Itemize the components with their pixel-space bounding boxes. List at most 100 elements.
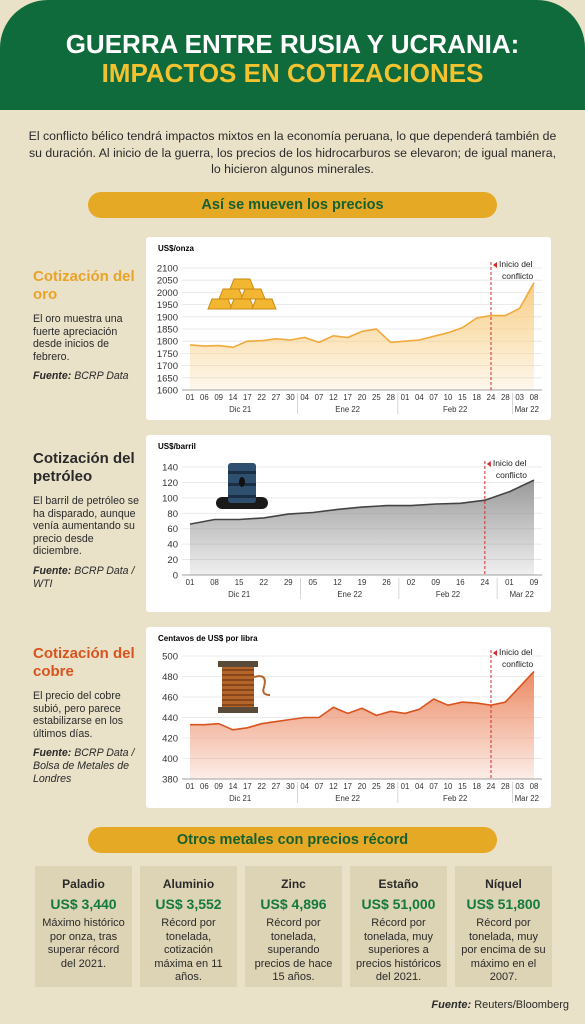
x-tick-label: 03 — [515, 782, 524, 791]
icon — [253, 675, 271, 696]
metal-description: Máximo histórico por onza, tras superar … — [42, 917, 125, 970]
y-tick-label: 60 — [167, 524, 178, 535]
metal-description: Récord por tonelada, muy por encima de s… — [461, 917, 546, 983]
y-tick-label: 1800 — [157, 337, 178, 348]
x-tick-label: 30 — [286, 782, 295, 791]
x-tick-label: 04 — [300, 393, 309, 402]
x-tick-label: 25 — [372, 393, 381, 402]
icon — [229, 278, 255, 290]
x-tick-label: 17 — [343, 393, 352, 402]
icon — [251, 298, 277, 310]
chart-card: US$/onza 1600 1650 1700 1750 1800 1850 1900 1950… — [146, 237, 551, 420]
x-tick-label: 24 — [481, 578, 490, 587]
metal-card: Níquel US$ 51,800 Récord por tonelada, muy… — [455, 866, 552, 987]
metal-card: Paladio US$ 3,440 Máximo histórico por onz… — [35, 866, 132, 987]
x-tick-label: 08 — [530, 393, 539, 402]
x-tick-label: 01 — [401, 782, 410, 791]
annotation: Inicio del — [499, 647, 533, 657]
source-label: Fuente: — [33, 370, 72, 383]
chart-source: Fuente: BCRP Data / Bolsa de Metales de … — [33, 747, 141, 785]
icon — [239, 477, 245, 487]
y-tick-label: 120 — [162, 478, 178, 489]
x-tick-label: 01 — [505, 578, 514, 587]
chart-card: Centavos de US$ por libra 380 400 420 440 460… — [146, 627, 551, 808]
y-tick-label: 1950 — [157, 300, 178, 311]
source: BCRP Data / WTI — [33, 564, 135, 590]
x-tick-label: 09 — [214, 393, 223, 402]
icon — [207, 298, 233, 310]
x-tick-label: 19 — [358, 578, 367, 587]
y-tick-label: 20 — [167, 555, 178, 566]
icon-group — [218, 661, 271, 713]
x-tick-label: 30 — [286, 393, 295, 402]
metal-description: Récord por tonelada, cotización máxima e… — [154, 917, 223, 983]
footer-source: Reuters/Bloomberg — [474, 999, 569, 1011]
y-tick-label: 480 — [162, 672, 178, 683]
x-tick-label: 17 — [243, 393, 252, 402]
metal-name: Aluminio — [162, 877, 215, 891]
metal-price: US$ 51,800 — [466, 896, 541, 912]
x-tick-label: 18 — [472, 782, 481, 791]
metals-title: Otros metales con precios récord — [88, 827, 497, 853]
y-tick-label: 420 — [162, 734, 178, 745]
chart-side: Cotización del cobre El precio del cobre … — [33, 645, 141, 785]
annotation: conflicto — [502, 659, 533, 669]
x-tick-label: 07 — [315, 782, 324, 791]
y-tick-label: 2000 — [157, 288, 178, 299]
y-tick-label: 80 — [167, 509, 178, 520]
footer: Fuente: Reuters/Bloomberg — [431, 999, 569, 1011]
x-tick-label: 20 — [358, 782, 367, 791]
x-tick-label: 20 — [358, 393, 367, 402]
x-tick-label: 01 — [186, 782, 195, 791]
x-tick-label: 06 — [200, 782, 209, 791]
y-tick-label: 2100 — [157, 264, 178, 275]
y-tick-label: 1900 — [157, 312, 178, 323]
x-tick-label: 01 — [401, 393, 410, 402]
x-tick-label: 28 — [501, 782, 510, 791]
area — [190, 671, 534, 779]
y-tick-label: 440 — [162, 713, 178, 724]
icon — [229, 298, 255, 310]
metal-description: Récord por tonelada, muy superiores a pr… — [356, 917, 441, 983]
x-tick-label: 09 — [431, 578, 440, 587]
month-label: Feb 22 — [443, 405, 467, 414]
y-tick-label: 1700 — [157, 361, 178, 372]
area — [190, 282, 534, 390]
month-label: Dic 21 — [229, 794, 251, 803]
x-tick-label: 15 — [458, 782, 467, 791]
header: GUERRA ENTRE RUSIA Y UCRANIA: IMPACTOS E… — [0, 0, 585, 110]
y-tick-label: 0 — [173, 571, 178, 582]
icon — [218, 288, 244, 300]
x-tick-label: 26 — [382, 578, 391, 587]
metal-name: Níquel — [485, 877, 522, 891]
source-label: Fuente: — [33, 747, 72, 760]
line — [189, 282, 535, 349]
month-label: Dic 21 — [228, 590, 250, 599]
annotation-arrow — [493, 650, 497, 656]
y-axis-label: US$/barril — [158, 442, 196, 451]
x-tick-label: 18 — [472, 393, 481, 402]
x-tick-label: 28 — [501, 393, 510, 402]
x-tick-label: 27 — [272, 393, 281, 402]
month-label: Ene 22 — [335, 794, 360, 803]
icon — [218, 707, 258, 713]
y-axis-label: Centavos de US$ por libra — [158, 634, 258, 643]
x-tick-label: 17 — [243, 782, 252, 791]
chart-source: Fuente: BCRP Data / WTI — [33, 565, 141, 590]
y-tick-label: 2050 — [157, 276, 178, 287]
x-tick-label: 01 — [186, 393, 195, 402]
chart-title: Cotización del cobre — [33, 645, 135, 680]
metal-card: Aluminio US$ 3,552 Récord por tonelada, co… — [140, 866, 237, 987]
title: GUERRA ENTRE RUSIA Y UCRANIA: — [65, 29, 520, 59]
source: BCRP Data / Bolsa de Metales de Londres — [33, 747, 135, 785]
x-tick-label: 06 — [200, 393, 209, 402]
x-tick-label: 09 — [530, 578, 539, 587]
chart: Centavos de US$ por libra 380 400 420 440 460… — [158, 634, 542, 803]
y-tick-label: 40 — [167, 540, 178, 551]
month-label: Mar 22 — [515, 794, 539, 803]
section-title: Así se mueven los precios — [88, 192, 497, 218]
month-label: Feb 22 — [443, 794, 467, 803]
x-tick-label: 02 — [407, 578, 416, 587]
x-tick-label: 17 — [343, 782, 352, 791]
